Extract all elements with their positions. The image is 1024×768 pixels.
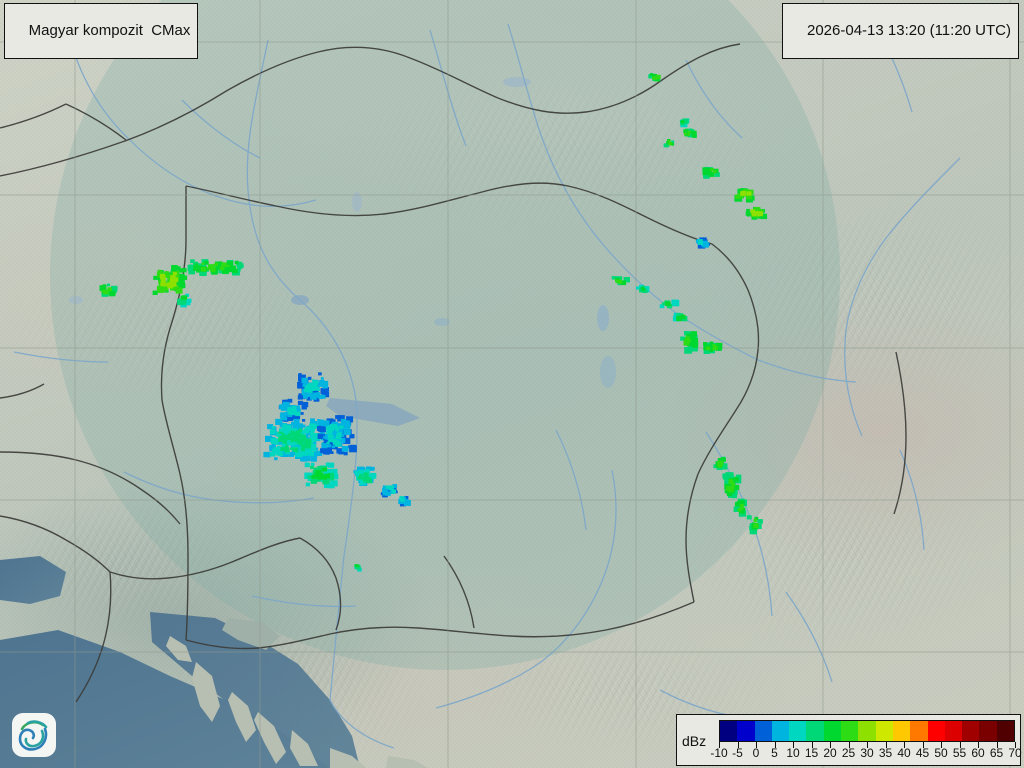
radar-echo-cell	[745, 206, 768, 220]
spiral-logo-icon	[18, 720, 48, 751]
radar-echo-cell	[679, 118, 690, 128]
radar-echo-cell	[702, 166, 720, 179]
dbz-colorbar: dBz -10 -5 0 5 10 15 20 25 30 35 40 45 50 55 60 65 70	[676, 714, 1022, 766]
colorbar-swatch	[910, 721, 928, 741]
colorbar-tick-label: 15	[804, 746, 819, 760]
colorbar-tick	[719, 742, 720, 748]
radar-echo-cell	[703, 341, 723, 354]
colorbar-tick	[830, 742, 831, 748]
colorbar-tick-label: 5	[771, 746, 778, 760]
radar-echo-cell	[663, 139, 675, 148]
radar-echo-cell	[733, 498, 747, 517]
colorbar-tick-label: -5	[732, 746, 743, 760]
radar-echo-cell	[636, 284, 650, 293]
colorbar-swatch	[737, 721, 755, 741]
colorbar-tick-label: 25	[841, 746, 856, 760]
adriatic-sea	[0, 556, 428, 768]
radar-echo-cell	[316, 415, 357, 456]
colorbar-tick	[867, 742, 868, 748]
colorbar-tick	[793, 742, 794, 748]
colorbar-swatch	[996, 721, 1015, 741]
radar-echo-cell	[680, 331, 699, 354]
radar-echo-cell	[304, 462, 339, 489]
colorbar-tick	[1015, 742, 1016, 748]
radar-echo-cell	[152, 265, 188, 295]
colorbar-swatch	[944, 721, 963, 741]
colorbar-tick-label: 20	[823, 746, 837, 760]
colorbar-ticks	[719, 742, 1016, 748]
country-borders	[0, 43, 907, 703]
colorbar-swatch	[858, 721, 876, 741]
colorbar-swatch	[806, 721, 824, 741]
colorbar-tick	[885, 742, 887, 748]
colorbar-swatch	[771, 721, 790, 741]
colorbar-swatch	[979, 721, 997, 741]
radar-echo-cell	[722, 472, 742, 499]
radar-echo-cell	[177, 293, 192, 308]
colorbar-tick-label: -10	[710, 746, 728, 760]
colorbar-tick	[811, 742, 813, 748]
colorbar-tick	[848, 742, 850, 748]
colorbar-swatch	[892, 721, 911, 741]
colorbar-tick-label: 35	[878, 746, 893, 760]
colorbar-tick-label: 10	[786, 746, 800, 760]
radar-echo-cell	[354, 564, 362, 572]
radar-echo-cell	[398, 496, 411, 507]
radar-echo-cell	[672, 312, 688, 322]
colorbar-tick-label: 0	[752, 746, 760, 760]
product-title-text: Magyar kompozit CMax	[28, 22, 191, 39]
colorbar-tick-label: 70	[1008, 746, 1022, 760]
colorbar-tick	[756, 742, 757, 748]
colorbar-tick	[904, 742, 905, 748]
colorbar-tick	[996, 742, 998, 748]
colorbar-swatch	[789, 721, 807, 741]
colorbar-tick	[941, 742, 942, 748]
colorbar-swatch	[823, 721, 842, 741]
colorbar-swatch	[927, 721, 945, 741]
radar-echo-cell	[353, 466, 377, 486]
radar-echo-cell	[380, 484, 398, 498]
radar-echo-cell	[648, 73, 661, 82]
radar-echo-cell	[263, 418, 327, 462]
radar-echo-cell	[187, 259, 244, 276]
radar-echo-cell	[99, 283, 118, 297]
colorbar-tick-label: 40	[897, 746, 911, 760]
colorbar-swatch	[962, 721, 980, 741]
colorbar-swatch	[754, 721, 772, 741]
colorbar-swatches	[719, 720, 1015, 742]
product-title-box: Magyar kompozit CMax	[4, 3, 199, 59]
radar-echo-cell	[297, 372, 330, 402]
dbz-unit-label: dBz	[682, 733, 707, 749]
colorbar-tick-label: 45	[915, 746, 930, 760]
radar-echo-cell	[278, 398, 309, 422]
radar-echo-cell	[611, 276, 630, 286]
colorbar-tick-label: 50	[934, 746, 948, 760]
colorbar-tick-label: 60	[971, 746, 985, 760]
colorbar-tick-label: 65	[989, 746, 1004, 760]
colorbar-tick	[978, 742, 979, 748]
colorbar-swatch	[875, 721, 893, 741]
colorbar-tick-label: 30	[860, 746, 874, 760]
colorbar-tick-label: 55	[952, 746, 967, 760]
colorbar-swatch	[841, 721, 859, 741]
colorbar-tick	[959, 742, 961, 748]
timestamp-text: 2026-04-13 13:20 (11:20 UTC)	[806, 22, 1011, 39]
timestamp-box: 2026-04-13 13:20 (11:20 UTC)	[782, 3, 1019, 59]
colorbar-swatch	[720, 721, 738, 741]
colorbar-tick	[737, 742, 739, 748]
colorbar-tick	[922, 742, 924, 748]
radar-echo-cell	[713, 456, 728, 470]
meteorology-service-logo[interactable]	[12, 713, 56, 757]
colorbar-tick-labels: -10 -5 0 5 10 15 20 25 30 35 40 45 50 55 60 65 70	[710, 746, 1021, 762]
radar-echo-cell	[746, 515, 763, 535]
radar-echo-cell	[683, 128, 697, 138]
radar-echo-cell	[659, 299, 680, 309]
radar-echo-cell	[734, 188, 755, 203]
colorbar-tick	[774, 742, 776, 748]
radar-echo-cell	[695, 237, 710, 249]
